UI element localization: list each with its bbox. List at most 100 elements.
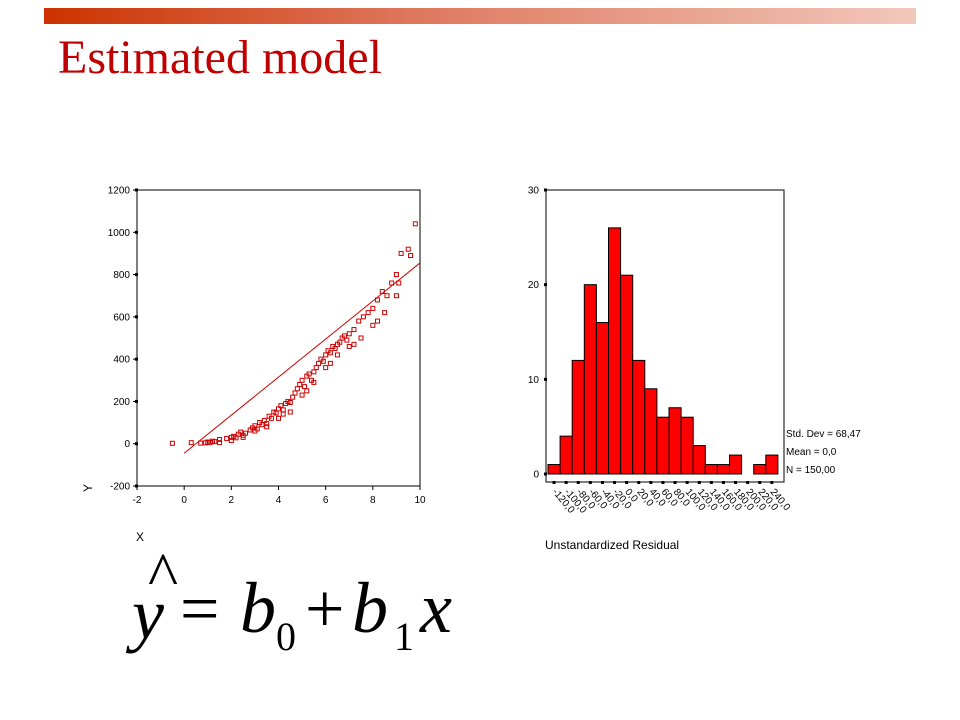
scatter-point — [389, 280, 395, 286]
scatter-y-tick-mark — [135, 230, 138, 234]
histogram-x-tick — [770, 481, 774, 484]
histogram-x-tick — [552, 481, 556, 484]
histogram-x-tick — [673, 481, 677, 484]
scatter-point — [252, 428, 258, 434]
scatter-point — [287, 409, 293, 415]
histogram-x-tick — [746, 481, 750, 484]
histogram-x-tick — [709, 481, 713, 484]
histogram-x-tick — [564, 481, 568, 484]
scatter-point — [382, 310, 388, 316]
scatter-point — [327, 350, 333, 356]
equation-b1-subscript: 1 — [394, 614, 414, 659]
scatter-point — [370, 322, 376, 328]
histogram-y-tick-label: 0 — [533, 470, 539, 481]
scatter-point — [287, 399, 293, 405]
scatter-point — [323, 365, 329, 371]
scatter-point — [358, 335, 364, 341]
histogram-y-tick — [544, 377, 547, 381]
scatter-y-tick-label: 1200 — [108, 186, 131, 197]
scatter-point — [264, 421, 270, 427]
histogram-bar — [729, 454, 743, 475]
scatter-point — [306, 371, 312, 377]
scatter-point — [396, 280, 402, 286]
scatter-point — [304, 388, 310, 394]
scatter-x-tick-label: 2 — [229, 495, 235, 506]
scatter-point — [198, 440, 204, 446]
scatter-y-tick-label: -200 — [110, 482, 130, 493]
scatter-point — [334, 352, 340, 358]
equation-b0: b — [240, 568, 276, 648]
histogram-x-tick — [637, 481, 641, 484]
histogram-x-axis-label: Unstandardized Residual — [545, 538, 679, 552]
scatter-x-tick-label: 4 — [276, 495, 282, 506]
stat-mean: Mean = 0,0 — [786, 447, 837, 458]
histogram-x-tick — [734, 481, 738, 484]
histogram-x-tick — [661, 481, 665, 484]
equation-b1: b — [352, 568, 388, 648]
scatter-point — [365, 310, 371, 316]
scatter-point — [346, 343, 352, 349]
histogram-y-tick-label: 30 — [528, 186, 540, 197]
histogram-y-tick — [544, 283, 547, 287]
scatter-y-tick-mark — [135, 315, 138, 319]
scatter-point — [188, 440, 194, 446]
scatter-point — [327, 360, 333, 366]
scatter-point — [320, 358, 326, 364]
scatter-y-axis-label: Y — [81, 484, 95, 492]
histogram-x-tick — [613, 481, 617, 484]
scatter-point — [217, 440, 223, 446]
histogram-x-tick — [576, 481, 580, 484]
scatter-y-tick-label: 600 — [113, 312, 130, 323]
scatter-point — [356, 318, 362, 324]
scatter-x-tick-label: 10 — [414, 495, 426, 506]
stat-std-dev: Std. Dev = 68,47 — [786, 429, 861, 440]
histogram-x-tick — [625, 481, 629, 484]
scatter-point — [384, 293, 390, 299]
scatter-point — [370, 305, 376, 311]
equation-plus: + — [305, 571, 344, 648]
equation-b0-subscript: 0 — [276, 614, 296, 659]
scatter-y-tick-label: 400 — [113, 355, 130, 366]
scatter-point — [405, 246, 411, 252]
slide-title: Estimated model — [58, 31, 382, 84]
histogram-x-tick — [758, 481, 762, 484]
scatter-y-tick-mark — [135, 188, 138, 192]
scatter-x-tick-label: 6 — [323, 495, 329, 506]
scatter-x-tick-label: -2 — [133, 495, 142, 506]
equation-y-hat: y — [125, 574, 164, 654]
title-accent-bar — [44, 8, 916, 24]
scatter-point — [408, 253, 414, 259]
scatter-plot-frame — [136, 189, 421, 487]
scatter-y-tick-label: 1000 — [108, 228, 131, 239]
histogram-bar — [765, 454, 779, 475]
scatter-point — [398, 250, 404, 256]
scatter-x-tick-label: 8 — [370, 495, 376, 506]
scatter-y-tick-mark — [135, 357, 138, 361]
scatter-point — [280, 411, 286, 417]
scatter-y-tick-mark — [135, 273, 138, 277]
histogram-y-tick — [544, 188, 547, 192]
histogram-x-tick — [600, 481, 604, 484]
scatter-point — [268, 415, 274, 421]
histogram-y-tick-label: 20 — [528, 280, 540, 291]
equation-equals: = — [180, 571, 219, 648]
scatter-point — [311, 379, 317, 385]
histogram-x-tick — [649, 481, 653, 484]
scatter-y-tick-mark — [135, 442, 138, 446]
regression-line — [183, 262, 421, 454]
scatter-point — [346, 331, 352, 337]
scatter-point — [393, 272, 399, 278]
scatter-point — [393, 293, 399, 299]
scatter-point — [375, 297, 381, 303]
equation-x: x — [419, 568, 452, 648]
scatter-point — [276, 415, 281, 421]
scatter-y-tick-label: 200 — [113, 397, 130, 408]
scatter-point — [228, 438, 234, 444]
equation-hat: ^ — [148, 539, 178, 610]
scatter-point — [224, 435, 230, 441]
scatter-point — [212, 439, 218, 445]
scatter-y-tick-mark — [135, 399, 138, 403]
scatter-point — [217, 436, 223, 442]
